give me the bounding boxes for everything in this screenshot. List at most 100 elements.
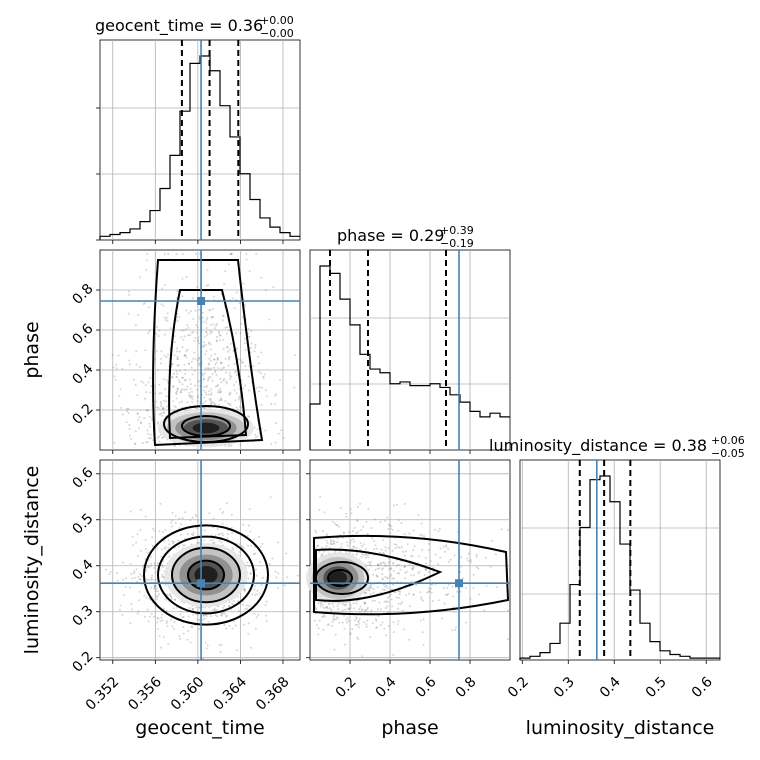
- scatter-point: [225, 502, 228, 505]
- scatter-point: [201, 311, 204, 314]
- scatter-point: [332, 618, 335, 621]
- scatter-point: [325, 606, 328, 609]
- scatter-point: [181, 388, 184, 391]
- scatter-point: [135, 568, 138, 571]
- scatter-point: [384, 519, 387, 522]
- scatter-point: [247, 577, 250, 580]
- scatter-point: [191, 608, 194, 610]
- scatter-point: [358, 617, 361, 620]
- scatter-point: [403, 554, 406, 557]
- x-tick-label: 0.6: [413, 674, 440, 701]
- scatter-point: [373, 540, 376, 543]
- scatter-point: [174, 515, 177, 517]
- scatter-point: [262, 376, 265, 379]
- scatter-point: [234, 399, 237, 402]
- scatter-point: [130, 572, 133, 575]
- scatter-point: [272, 286, 275, 289]
- scatter-point: [335, 616, 338, 619]
- panel-frame: [309, 249, 511, 451]
- scatter-point: [216, 384, 219, 387]
- scatter-point: [116, 572, 119, 574]
- scatter-point: [233, 389, 236, 392]
- scatter-point: [275, 393, 278, 396]
- scatter-point: [258, 362, 261, 365]
- scatter-point: [361, 545, 364, 548]
- scatter-point: [324, 615, 326, 618]
- scatter-point: [369, 584, 372, 587]
- scatter-point: [250, 646, 253, 649]
- scatter-point: [162, 560, 165, 563]
- scatter-point: [222, 510, 225, 513]
- scatter-point: [176, 364, 179, 367]
- scatter-point: [421, 548, 424, 551]
- scatter-point: [381, 621, 384, 624]
- scatter-point: [227, 402, 229, 405]
- scatter-point: [213, 295, 215, 298]
- scatter-point: [150, 385, 153, 388]
- scatter-point: [152, 615, 155, 618]
- scatter-point: [368, 563, 371, 566]
- panel-geocent-time-hist: [99, 39, 301, 241]
- scatter-point: [194, 358, 197, 361]
- scatter-point: [134, 442, 136, 445]
- scatter-point: [168, 543, 171, 546]
- xlabel-geocent-time: geocent_time: [135, 717, 264, 739]
- scatter-point: [405, 570, 408, 573]
- scatter-point: [164, 319, 167, 321]
- scatter-point: [242, 387, 245, 390]
- scatter-point: [205, 331, 208, 333]
- scatter-point: [203, 335, 206, 338]
- scatter-point: [159, 502, 162, 505]
- scatter-point: [387, 564, 390, 567]
- scatter-point: [165, 598, 167, 601]
- scatter-point: [271, 557, 274, 560]
- scatter-point: [469, 597, 472, 600]
- scatter-point: [322, 628, 325, 631]
- scatter-point: [447, 560, 450, 563]
- scatter-point: [346, 607, 349, 610]
- scatter-point: [150, 586, 153, 589]
- scatter-point: [382, 539, 385, 542]
- scatter-point: [328, 603, 331, 606]
- scatter-point: [371, 537, 374, 540]
- scatter-point: [155, 594, 158, 597]
- scatter-point: [212, 358, 215, 361]
- scatter-point: [276, 541, 279, 544]
- scatter-point: [171, 363, 174, 366]
- scatter-point: [121, 614, 124, 616]
- scatter-point: [175, 397, 178, 400]
- scatter-point: [253, 350, 256, 353]
- scatter-point: [227, 350, 230, 353]
- scatter-point: [386, 586, 389, 589]
- scatter-point: [439, 547, 442, 550]
- scatter-point: [228, 604, 231, 607]
- scatter-point: [205, 344, 208, 347]
- scatter-point: [159, 401, 162, 403]
- scatter-point: [376, 564, 379, 567]
- scatter-point: [427, 590, 430, 593]
- scatter-point: [209, 332, 212, 335]
- scatter-point: [332, 616, 335, 618]
- scatter-point: [317, 602, 320, 605]
- scatter-point: [153, 586, 156, 589]
- scatter-point: [242, 523, 245, 526]
- scatter-point: [161, 564, 163, 567]
- scatter-point: [222, 612, 225, 615]
- scatter-point: [314, 546, 317, 549]
- scatter-point: [189, 641, 192, 644]
- scatter-point: [411, 555, 414, 558]
- scatter-point: [377, 615, 380, 618]
- scatter-point: [421, 631, 424, 634]
- scatter-point: [214, 385, 217, 388]
- scatter-point: [170, 598, 173, 601]
- scatter-point: [258, 561, 261, 563]
- scatter-point: [166, 312, 169, 315]
- contour-level: [168, 289, 248, 440]
- scatter-point: [500, 528, 503, 531]
- scatter-point: [127, 407, 130, 410]
- scatter-point: [226, 346, 229, 349]
- scatter-point: [387, 611, 390, 614]
- scatter-point: [212, 323, 215, 326]
- scatter-point: [105, 568, 107, 571]
